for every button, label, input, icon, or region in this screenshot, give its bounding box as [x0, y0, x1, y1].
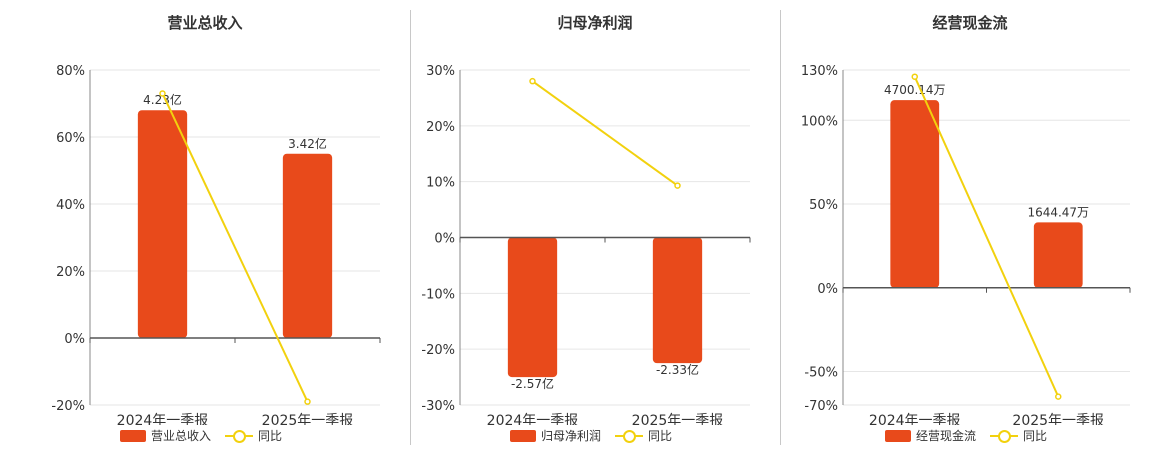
legend-line-swatch [990, 429, 1018, 443]
y-tick-label: 20% [56, 265, 85, 280]
x-tick-label: 2025年一季报 [262, 413, 354, 425]
chart-cash-flow: 130% 100% 50% 0% -50% -70% 4700.14万 1644.47万 202… [801, 64, 1131, 429]
y-tick-label: -70% [804, 399, 838, 414]
chart-revenue: 80% 60% 40% 20% 0% -20% 4.23亿 3.42亿 2024年一季报 2025… [51, 64, 381, 429]
y-tick-label: 40% [56, 198, 85, 213]
legend-item-bar[interactable]: 经营现金流 [884, 427, 976, 444]
legend-item-line[interactable]: 同比 [225, 427, 282, 444]
bar [1033, 222, 1083, 288]
series-line [161, 93, 309, 403]
legend-item-bar[interactable]: 营业总收入 [119, 427, 211, 444]
legend-bar-label: 归母净利润 [540, 429, 601, 443]
y-tick-label: 50% [809, 198, 838, 213]
line-point [911, 73, 918, 80]
bar [890, 100, 940, 288]
y-tick-label: 0% [817, 282, 838, 297]
y-tick-label: 30% [426, 64, 455, 79]
y-tick-label: 80% [56, 64, 85, 79]
y-tick-label: 0% [434, 232, 455, 247]
x-tick-label: 2025年一季报 [1012, 413, 1104, 425]
x-tick-label: 2024年一季报 [117, 413, 209, 425]
line-point [159, 90, 166, 97]
bar [282, 153, 333, 338]
y-tick-label: 10% [426, 176, 455, 191]
bar [507, 237, 558, 378]
y-tick-label: -50% [804, 366, 838, 381]
series-line [913, 76, 1060, 398]
line-point [304, 398, 311, 405]
line-point [1055, 393, 1062, 400]
data-label: 1644.47万 [1027, 205, 1089, 219]
y-tick-label: 100% [801, 114, 838, 129]
data-label: 4700.14万 [884, 83, 946, 97]
legend-bar-swatch [119, 429, 146, 442]
chart-net-profit: 30% 20% 10% 0% -10% -20% -30% -2.57亿 -2.33亿 2024年… [421, 64, 751, 429]
y-tick-label: -20% [421, 343, 455, 358]
legend-bar-swatch [884, 429, 911, 442]
data-label: 4.23亿 [143, 92, 182, 107]
x-tick-label: 2024年一季报 [487, 413, 579, 425]
legend-line-swatch [615, 429, 643, 443]
x-tick-label: 2025年一季报 [632, 413, 724, 425]
chart-title: 营业总收入 [167, 14, 243, 32]
line-point [529, 77, 536, 85]
legend-bar-label: 经营现金流 [915, 429, 976, 443]
panel-divider [780, 10, 781, 445]
bar [652, 237, 703, 364]
legend-bar-swatch [509, 429, 536, 442]
y-tick-label: 0% [64, 332, 85, 347]
y-tick-label: 130% [801, 64, 838, 79]
y-tick-label: -20% [51, 399, 85, 414]
chart-title: 归母净利润 [557, 14, 633, 32]
panel-cash-flow: 经营现金流 130% 100% 50% 0% -50% -70% 4700.14万 1644.… [780, 0, 1160, 450]
x-tick-label: 2024年一季报 [869, 413, 961, 425]
panel-divider [410, 10, 411, 445]
panel-net-profit: 归母净利润 30% 20% 10% 0% -10% -20% -30% -2.57亿 -2.33… [410, 0, 780, 450]
legend-line-label: 同比 [258, 429, 283, 443]
y-tick-label: -10% [421, 287, 455, 302]
data-label: -2.33亿 [656, 362, 699, 377]
legend-bar-label: 营业总收入 [150, 429, 211, 443]
legend-item-line[interactable]: 同比 [615, 427, 672, 444]
bar [137, 110, 188, 338]
legend-item-line[interactable]: 同比 [990, 427, 1047, 444]
y-tick-label: 20% [426, 120, 455, 135]
legend-line-label: 同比 [1023, 429, 1048, 443]
data-label: 3.42亿 [288, 136, 327, 151]
data-label: -2.57亿 [511, 376, 554, 391]
chart-title: 经营现金流 [932, 14, 1008, 32]
y-tick-label: 60% [56, 131, 85, 146]
legend: 营业总收入 同比 [0, 427, 410, 444]
legend: 归母净利润 同比 [410, 427, 780, 444]
legend-line-label: 同比 [648, 429, 673, 443]
legend-item-bar[interactable]: 归母净利润 [509, 427, 601, 444]
series-line [531, 80, 679, 187]
y-tick-label: -30% [421, 399, 455, 414]
line-point [674, 182, 681, 189]
panel-revenue: 营业总收入 80% 60% 40% 20% 0% -20% 4.23亿 3.42亿 2024年一… [0, 0, 410, 450]
legend: 经营现金流 同比 [780, 427, 1160, 444]
legend-line-swatch [225, 429, 253, 443]
